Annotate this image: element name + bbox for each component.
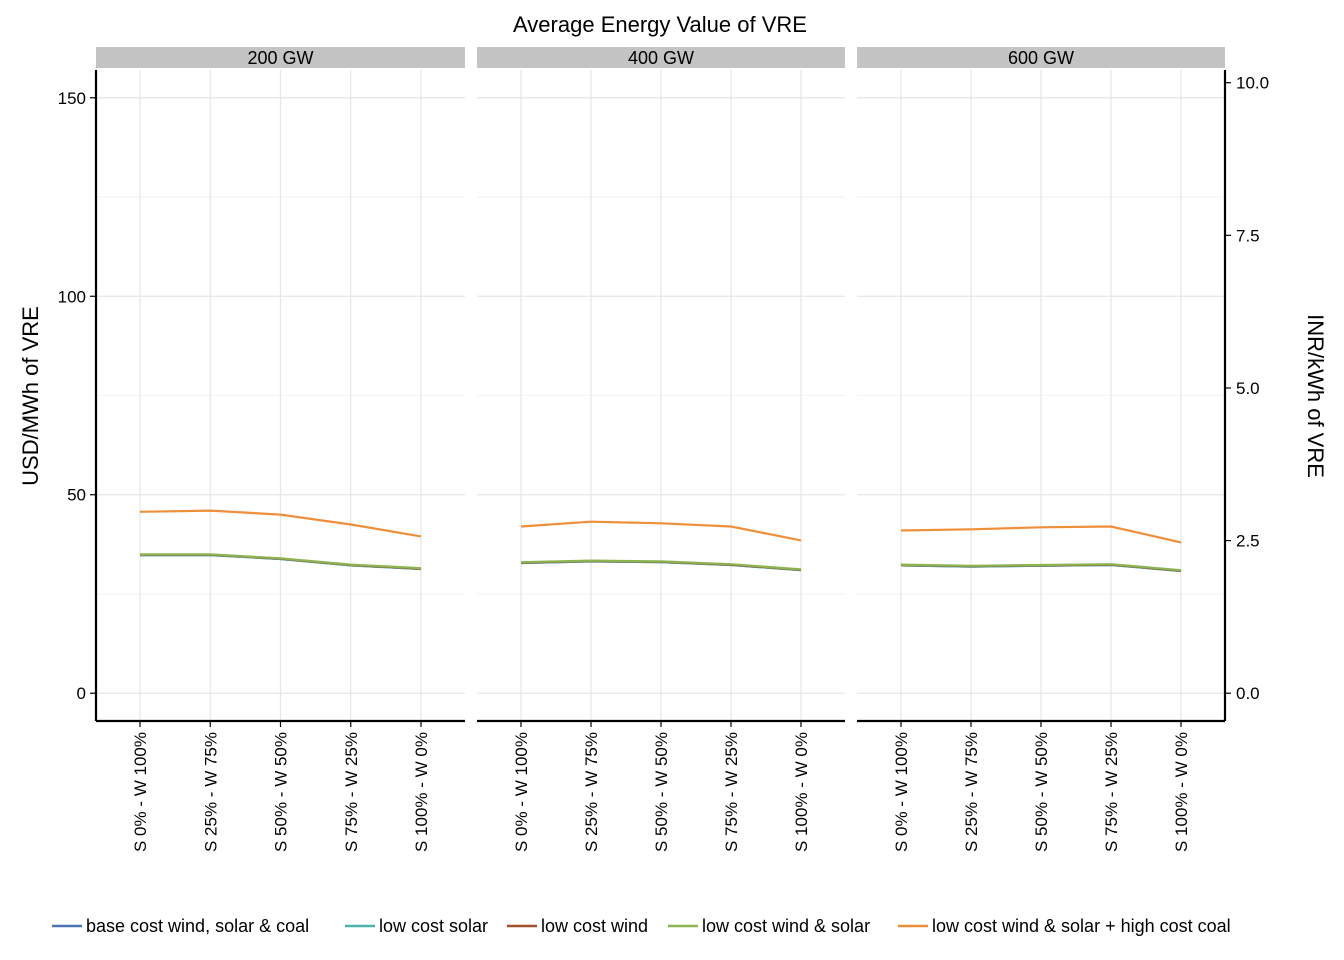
x-tick-label: S 25% - W 75% — [582, 732, 601, 852]
x-tick-label: S 50% - W 50% — [1032, 732, 1051, 852]
legend-label: base cost wind, solar & coal — [86, 916, 309, 936]
y-axis-label: USD/MWh of VRE — [18, 306, 43, 486]
x-tick-label: S 25% - W 75% — [201, 732, 220, 852]
legend-label: low cost solar — [379, 916, 488, 936]
y-tick-label: 50 — [67, 486, 86, 505]
x-tick-label: S 0% - W 100% — [131, 732, 150, 852]
legend-label: low cost wind & solar — [702, 916, 870, 936]
y-right-tick-label: 7.5 — [1236, 226, 1260, 245]
series-line — [520, 520, 802, 542]
series-line — [140, 553, 422, 570]
y-right-tick-label: 10.0 — [1236, 74, 1269, 93]
series-line — [900, 563, 1182, 572]
facet-panels: 200 GW S 0% - W 100% S 25% - W 75% S 50% - … — [96, 47, 1225, 852]
y-right-tick-label: 0.0 — [1236, 684, 1260, 703]
facet-strip — [96, 47, 465, 68]
y-tick-label: 100 — [58, 287, 86, 306]
y-axis-label-right: INR/kWh of VRE — [1303, 314, 1328, 478]
y-axis-right: 0.0 2.5 5.0 7.5 10.0 — [1223, 70, 1269, 721]
x-tick-label: S 0% - W 100% — [892, 732, 911, 852]
y-tick-label: 0 — [77, 684, 86, 703]
x-tick-label: S 50% - W 50% — [652, 732, 671, 852]
x-tick-label: S 100% - W 0% — [1172, 732, 1191, 852]
x-tick-label: S 0% - W 100% — [512, 732, 531, 852]
y-right-tick-label: 2.5 — [1236, 532, 1260, 551]
x-tick-label: S 50% - W 50% — [272, 732, 291, 852]
series-line — [520, 559, 802, 571]
facet-strip — [477, 47, 845, 68]
facet-strip-label: 200 GW — [247, 48, 313, 68]
x-tick-label: S 25% - W 75% — [962, 732, 981, 852]
x-tick-label: S 75% - W 25% — [722, 732, 741, 852]
x-tick-label: S 100% - W 0% — [792, 732, 811, 852]
y-tick-label: 150 — [58, 89, 86, 108]
legend-label: low cost wind & solar + high cost coal — [932, 916, 1231, 936]
series-line — [139, 509, 422, 538]
x-tick-label: S 100% - W 0% — [412, 732, 431, 852]
facet-strip-label: 400 GW — [628, 48, 694, 68]
facet-strip — [857, 47, 1225, 68]
x-tick-label: S 75% - W 25% — [1102, 732, 1121, 852]
chart-title: Average Energy Value of VRE — [513, 12, 807, 37]
series-line — [900, 525, 1182, 544]
facet-panel-400-gw: 400 GW S 0% - W 100% S 25% - W 75% S 50% - … — [477, 47, 845, 852]
facet-panel-200-gw: 200 GW S 0% - W 100% S 25% - W 75% S 50% - … — [96, 47, 465, 852]
facet-strip-label: 600 GW — [1008, 48, 1074, 68]
legend-label: low cost wind — [541, 916, 648, 936]
legend: base cost wind, solar & coal low cost sol… — [52, 916, 1231, 936]
x-tick-label: S 75% - W 25% — [342, 732, 361, 852]
y-right-tick-label: 5.0 — [1236, 379, 1260, 398]
y-axis-left: 0 50 100 150 — [58, 70, 98, 721]
facet-panel-600-gw: 600 GW S 0% - W 100% S 25% - W 75% S 50% - … — [857, 47, 1225, 852]
